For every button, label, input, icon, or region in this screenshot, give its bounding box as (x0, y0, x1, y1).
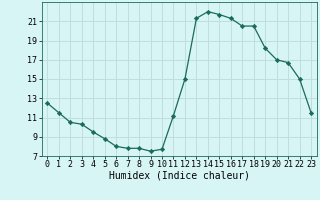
X-axis label: Humidex (Indice chaleur): Humidex (Indice chaleur) (109, 171, 250, 181)
